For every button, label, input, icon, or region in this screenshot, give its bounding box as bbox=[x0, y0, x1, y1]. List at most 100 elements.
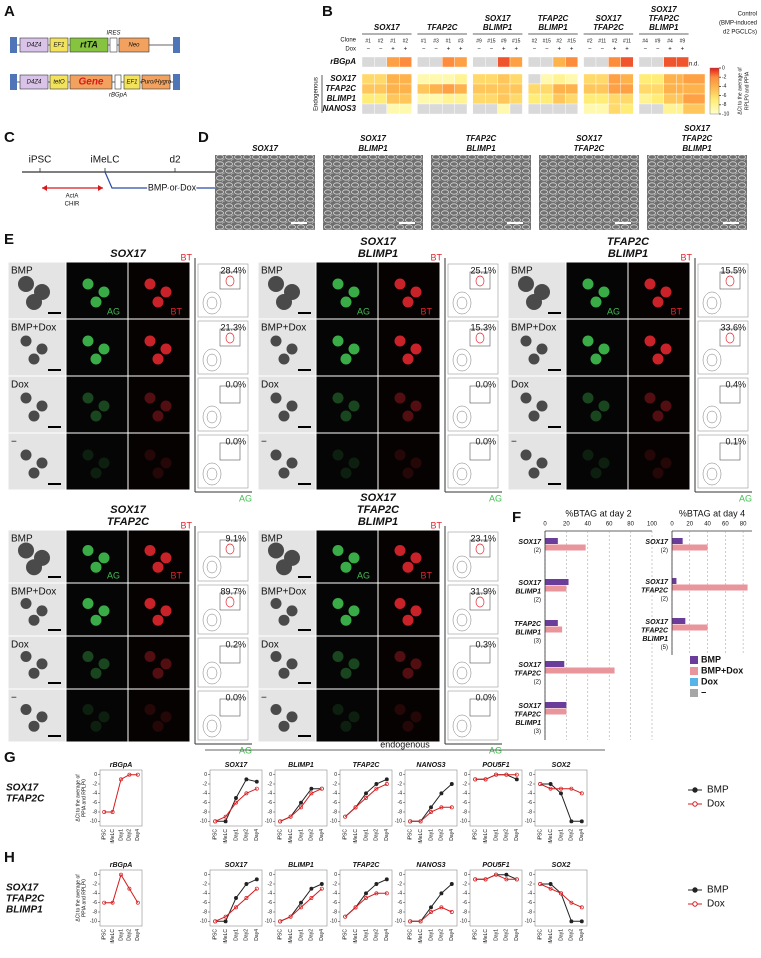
organoid bbox=[270, 597, 282, 609]
y-tick-label: 0 bbox=[269, 772, 272, 778]
bt-axis-label: BT bbox=[430, 252, 442, 262]
image-title: BLIMP1 bbox=[358, 144, 388, 153]
heatmap-cell bbox=[583, 73, 597, 85]
bt-signal bbox=[660, 457, 672, 469]
panel-label: D bbox=[198, 129, 209, 146]
ag-signal bbox=[340, 561, 352, 573]
y-tick-label: -8 bbox=[268, 909, 273, 915]
heatmap-cell bbox=[485, 103, 498, 115]
flow-contour bbox=[206, 296, 218, 310]
dox-state: − bbox=[422, 47, 426, 53]
x-tick-label: iMeLC bbox=[223, 829, 229, 844]
condition-label: BMP bbox=[511, 266, 533, 277]
bt-signal bbox=[410, 658, 422, 670]
x-tick-label: Day1 bbox=[558, 829, 564, 841]
bt-signal bbox=[660, 400, 672, 412]
x-tick-label: Day2 bbox=[309, 929, 315, 941]
ag-signal bbox=[98, 343, 110, 355]
dox-state: − bbox=[533, 47, 537, 53]
ag-signal bbox=[82, 392, 94, 404]
legend-marker bbox=[692, 787, 698, 793]
ag-signal bbox=[98, 286, 110, 298]
gate-percent: 0.3% bbox=[475, 639, 496, 649]
bt-signal bbox=[394, 449, 406, 461]
flow-gate bbox=[469, 442, 491, 461]
y-tick-label: -8 bbox=[93, 809, 98, 815]
construct-label: Puro/Hygro bbox=[141, 80, 172, 86]
gate-percent: 0.2% bbox=[225, 639, 246, 649]
y-tick-label: -2 bbox=[93, 881, 98, 887]
clone-number: #15 bbox=[487, 38, 496, 44]
colorbar-tick-label: -2 bbox=[722, 75, 727, 81]
flow-plot bbox=[697, 320, 749, 375]
condition-label: BMP+Dox bbox=[261, 587, 306, 598]
bar bbox=[545, 579, 569, 585]
heatmap-cell bbox=[399, 56, 412, 68]
x-tick-label: iPSC bbox=[278, 929, 284, 941]
ag-signal bbox=[82, 650, 94, 662]
ag-label: AG bbox=[107, 570, 120, 580]
group-n: (2) bbox=[534, 598, 541, 604]
block-title: TFAP2C bbox=[357, 504, 400, 516]
heatmap-cell bbox=[497, 93, 511, 105]
heatmap-cell bbox=[638, 103, 652, 115]
heatmap-cell bbox=[565, 83, 579, 95]
y-tick-label: -8 bbox=[463, 809, 468, 815]
bt-image bbox=[627, 318, 691, 377]
heatmap-cell bbox=[485, 83, 498, 95]
flow-contour bbox=[706, 410, 718, 424]
group-n: (3) bbox=[534, 729, 541, 735]
condition-label: BMP+Dox bbox=[261, 323, 306, 334]
x-tick-label: Day1 bbox=[233, 929, 239, 941]
ag-signal bbox=[90, 667, 102, 679]
condition-label: Dox bbox=[11, 380, 29, 391]
flow-contour bbox=[202, 348, 222, 372]
series-line bbox=[540, 783, 582, 822]
organoid bbox=[278, 467, 290, 479]
bt-image bbox=[127, 635, 191, 690]
y-tick-label: -6 bbox=[398, 900, 403, 906]
ag-signal bbox=[332, 278, 344, 290]
stage-label: iMeLC bbox=[91, 155, 120, 166]
flow-contour bbox=[206, 719, 218, 733]
heatmap-cell bbox=[528, 93, 541, 105]
organoid bbox=[28, 410, 40, 422]
bt-signal bbox=[160, 400, 172, 412]
y-tick-label: -10 bbox=[90, 919, 97, 925]
y-tick-label: 0 bbox=[399, 872, 402, 878]
subplot-title: NANOS3 bbox=[416, 862, 445, 869]
bar bbox=[545, 585, 567, 592]
bt-signal bbox=[394, 335, 406, 347]
y-tick-label: 0 bbox=[529, 872, 532, 878]
bt-signal bbox=[152, 720, 164, 732]
bar bbox=[545, 702, 567, 708]
gate-percent: 31.9% bbox=[470, 586, 496, 596]
ag-signal bbox=[590, 296, 602, 308]
vector-end bbox=[10, 74, 17, 90]
flow-contour bbox=[456, 467, 468, 481]
colorbar-label: RPLP0 and PPIA bbox=[744, 71, 750, 110]
heatmap-cell bbox=[454, 103, 468, 115]
organoid bbox=[26, 559, 42, 576]
ag-signal bbox=[348, 552, 360, 564]
x-tick-label: Day2 bbox=[244, 929, 250, 941]
condition-label: − bbox=[11, 693, 17, 704]
heatmap-cell bbox=[638, 83, 652, 95]
heatmap-cell bbox=[663, 93, 677, 105]
heatmap-cell bbox=[608, 93, 622, 105]
flow-population bbox=[475, 332, 485, 344]
heatmap-cell bbox=[472, 73, 486, 85]
group-title: BLIMP1 bbox=[649, 23, 679, 32]
organoid bbox=[278, 720, 290, 732]
condition-label: BMP bbox=[11, 534, 33, 545]
heatmap-cell bbox=[595, 73, 609, 85]
y-tick-label: -10 bbox=[330, 819, 337, 825]
flow-contour bbox=[202, 608, 222, 632]
bar bbox=[545, 620, 558, 626]
x-tick-label: Day1 bbox=[558, 929, 564, 941]
heatmap-cell bbox=[454, 56, 468, 68]
ag-signal bbox=[98, 552, 110, 564]
heatmap-cell bbox=[497, 56, 511, 68]
ag-label: AG bbox=[357, 570, 370, 580]
condition-label: BMP bbox=[11, 266, 33, 277]
